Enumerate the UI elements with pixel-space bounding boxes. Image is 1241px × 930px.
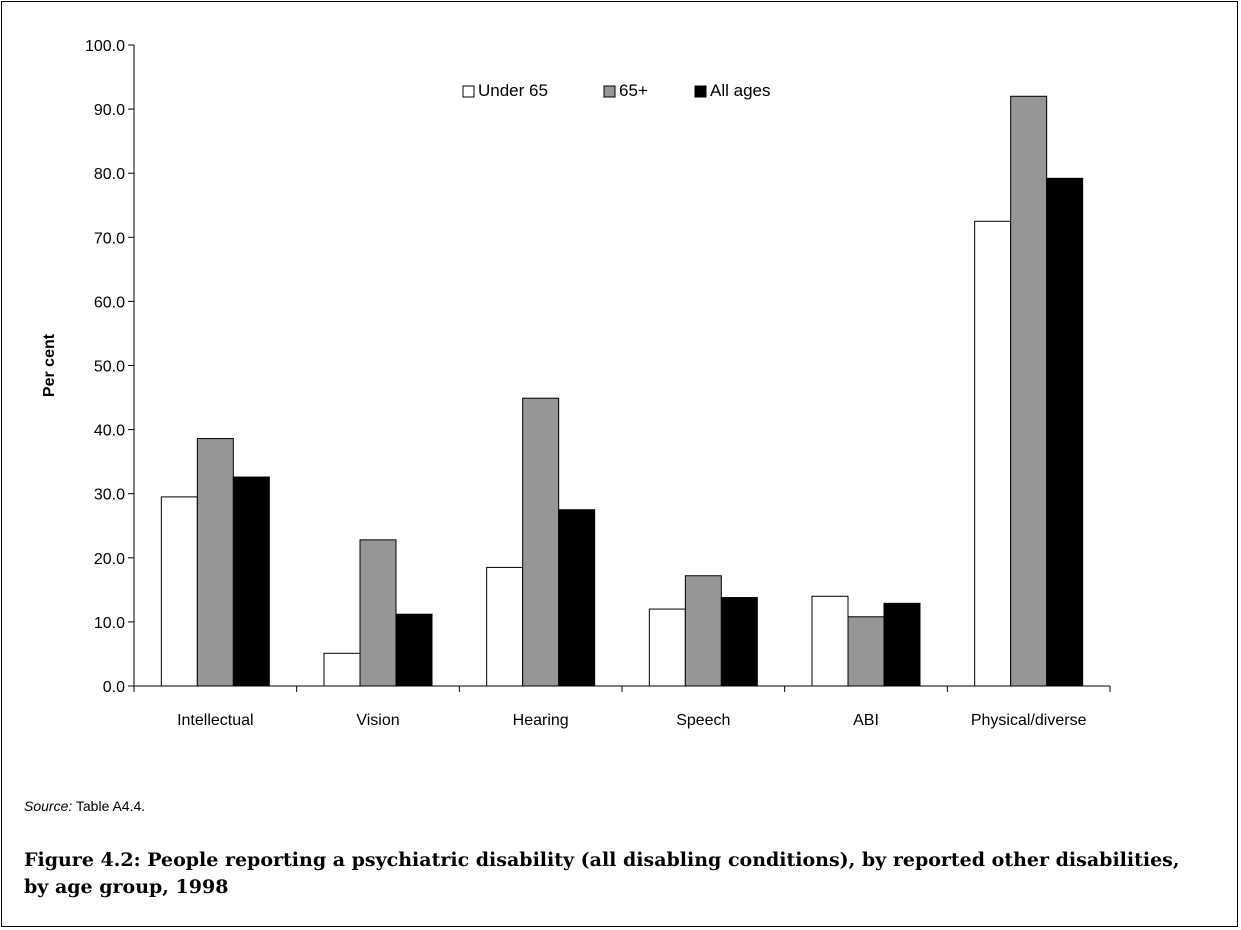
x-tick-label: Intellectual [177,712,254,729]
source-label: Source: [24,798,73,814]
chart-bars [160,95,1084,687]
bar [558,509,596,687]
y-tick-label: 20.0 [94,551,125,568]
chart-legend: Under 65 65+ All ages [462,81,770,100]
y-tick-label: 10.0 [94,615,125,632]
legend-label: Under 65 [478,81,548,100]
x-tick-label: Vision [356,712,399,729]
bar [811,595,849,687]
bar [395,613,433,687]
bar [974,220,1012,687]
y-tick-label: 30.0 [94,487,125,504]
bar [160,496,198,687]
bar [648,608,686,687]
figure-caption: Figure 4.2: People reporting a psychiatr… [24,849,1180,898]
legend-label: 65+ [619,81,648,100]
bar [486,566,524,687]
y-tick-label: 60.0 [94,294,125,311]
legend-label: All ages [710,81,770,100]
x-tick-label: Physical/diverse [971,712,1087,729]
y-tick-label: 100.0 [85,38,125,55]
bar [359,539,397,687]
legend-swatch [462,85,475,98]
chart-axes: 0.0 10.0 20.0 30.0 40.0 50.0 60.0 70.0 80.0 90.0 1… [41,38,1111,729]
source-text: Table A4.4. [72,798,146,814]
bar [883,602,921,687]
bar [196,438,234,687]
bar [323,652,361,687]
bar [720,597,758,687]
bar-chart: 0.0 10.0 20.0 30.0 40.0 50.0 60.0 70.0 80.0 90.0 1… [41,38,1111,729]
y-tick-label: 90.0 [94,102,125,119]
y-tick-label: 70.0 [94,230,125,247]
x-tick-label: ABI [853,712,879,729]
y-tick-label: 50.0 [94,359,125,376]
bar [847,616,885,687]
y-axis-label: Per cent [41,333,58,397]
bar [522,397,560,687]
y-tick-label: 0.0 [103,679,125,696]
x-tick-label: Hearing [513,712,569,729]
legend-swatch [694,85,707,98]
bar [684,575,722,687]
bar [1010,95,1048,687]
bar [232,476,270,687]
source-note: Source: Table A4.4. [24,798,145,814]
legend-swatch [603,85,616,98]
bar [1046,177,1084,687]
x-tick-label: Speech [676,712,730,729]
y-tick-label: 80.0 [94,166,125,183]
y-tick-label: 40.0 [94,423,125,440]
